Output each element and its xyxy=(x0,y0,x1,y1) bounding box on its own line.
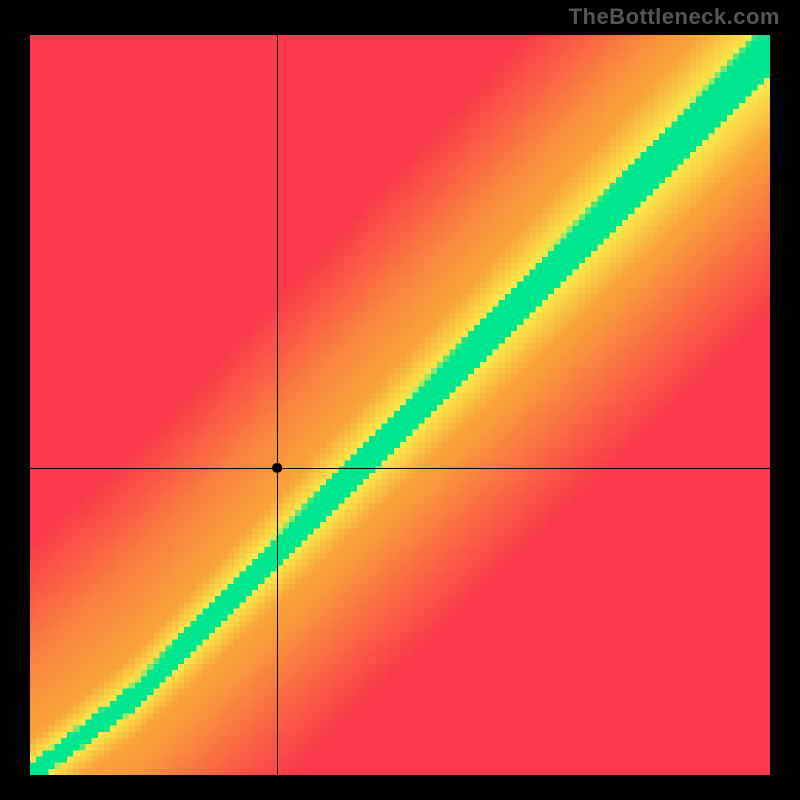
chart-container: TheBottleneck.com xyxy=(0,0,800,800)
heatmap-plot xyxy=(30,35,770,775)
heatmap-overlay xyxy=(30,35,770,775)
attribution-text: TheBottleneck.com xyxy=(569,4,780,30)
